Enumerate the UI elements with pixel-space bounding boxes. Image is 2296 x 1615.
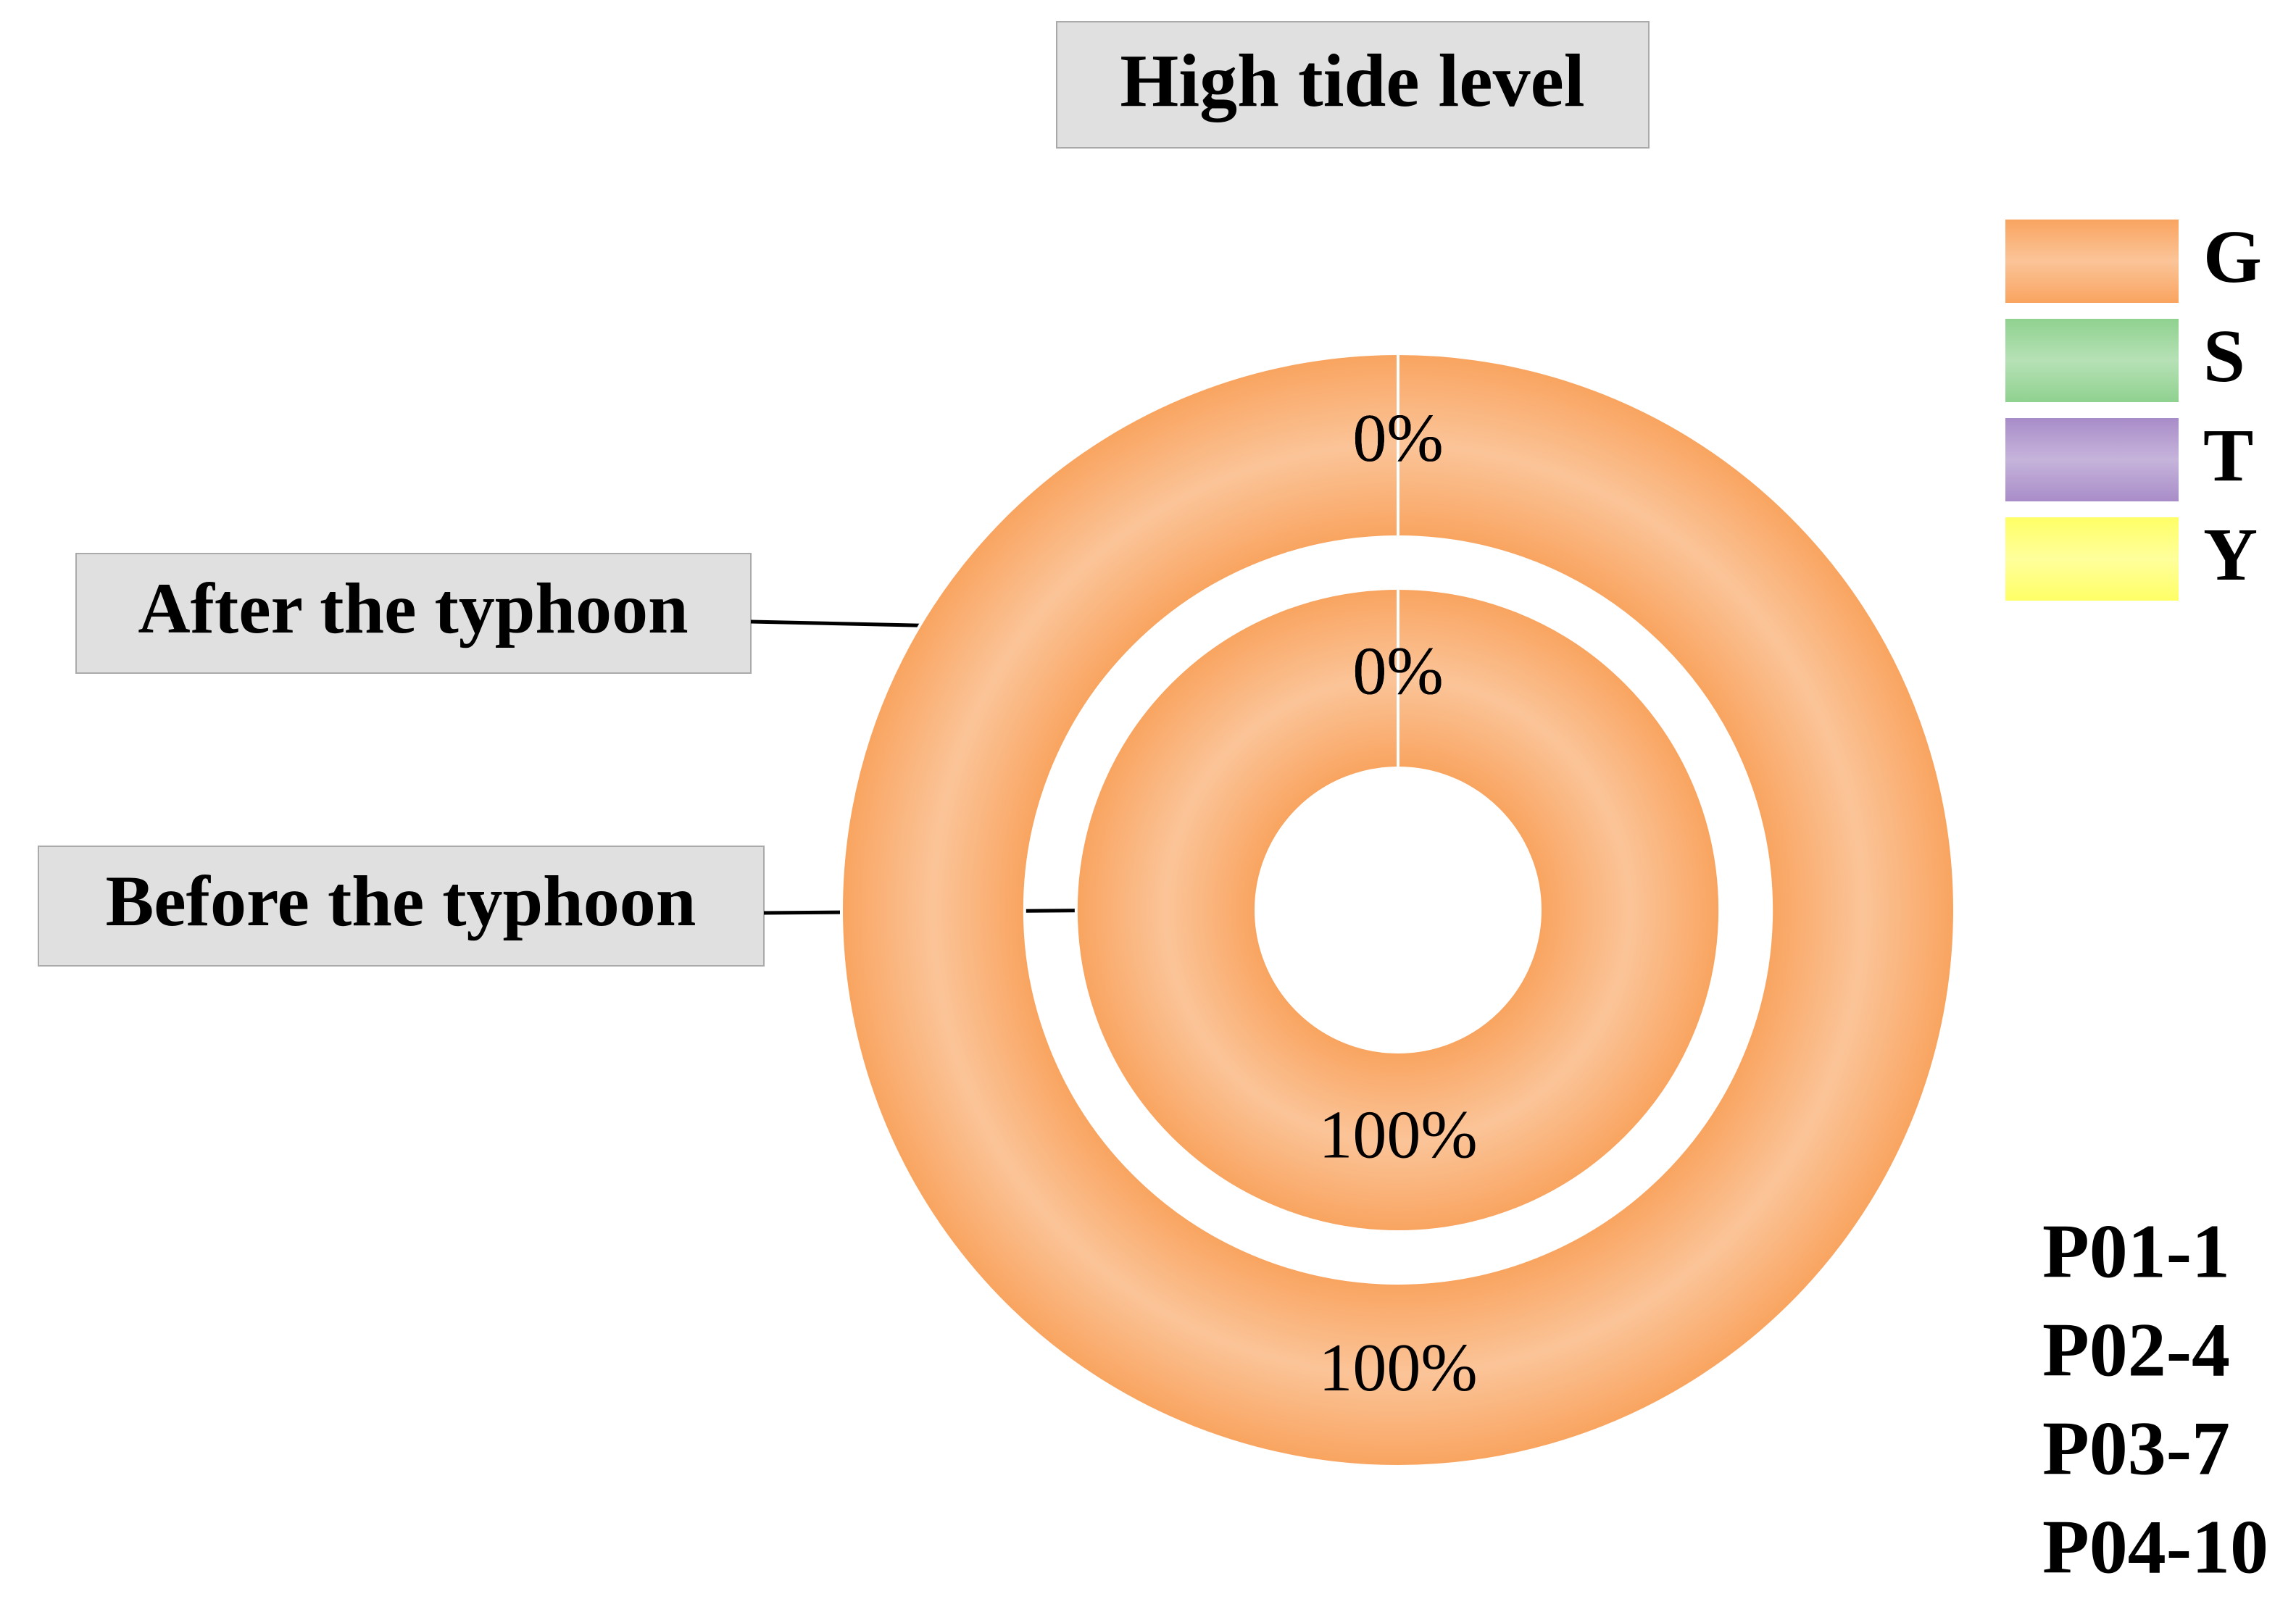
data-label: 100% (1318, 1098, 1477, 1173)
legend-swatch (2005, 418, 2179, 501)
legend-swatch (2005, 517, 2179, 601)
data-label: 0% (1352, 401, 1443, 476)
title-box (1056, 21, 1650, 149)
legend-label: S (2203, 314, 2245, 398)
annotation-box (75, 553, 752, 674)
donut-segment (1075, 586, 1721, 1234)
chart-title: High tide level (1120, 39, 1584, 122)
note: P02-4 (2042, 1307, 2230, 1392)
data-label: 0% (1352, 401, 1443, 476)
note: P03-7 (2042, 1406, 2230, 1490)
annotation: After the typhoon (138, 568, 688, 648)
legend-swatch (2005, 319, 2179, 402)
data-label: 0% (1352, 634, 1443, 709)
annotation: Before the typhoon (106, 861, 696, 941)
data-label: 0% (1352, 634, 1443, 709)
legend-label: G (2203, 215, 2262, 299)
legend-label: Y (2203, 513, 2258, 596)
legend-label: T (2203, 414, 2253, 497)
annotation-box (38, 846, 765, 967)
data-label: 100% (1318, 1330, 1477, 1406)
data-label: 0% (1352, 401, 1443, 476)
note: P01-1 (2042, 1209, 2230, 1293)
note: P04-10 (2042, 1504, 2268, 1589)
data-label: 0% (1352, 634, 1443, 709)
legend-swatch (2005, 220, 2179, 303)
donut-segment (840, 351, 1956, 1469)
